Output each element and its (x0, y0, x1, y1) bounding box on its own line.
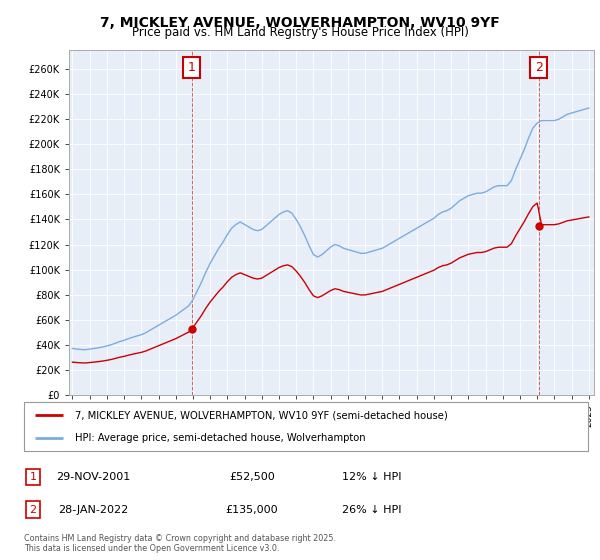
Text: Price paid vs. HM Land Registry's House Price Index (HPI): Price paid vs. HM Land Registry's House … (131, 26, 469, 39)
Text: 7, MICKLEY AVENUE, WOLVERHAMPTON, WV10 9YF (semi-detached house): 7, MICKLEY AVENUE, WOLVERHAMPTON, WV10 9… (75, 410, 448, 421)
Text: 26% ↓ HPI: 26% ↓ HPI (342, 505, 402, 515)
Text: 2: 2 (29, 505, 37, 515)
Text: 28-JAN-2022: 28-JAN-2022 (58, 505, 128, 515)
Text: £52,500: £52,500 (229, 472, 275, 482)
Text: HPI: Average price, semi-detached house, Wolverhampton: HPI: Average price, semi-detached house,… (75, 433, 365, 444)
Text: 1: 1 (188, 61, 196, 74)
Text: 7, MICKLEY AVENUE, WOLVERHAMPTON, WV10 9YF: 7, MICKLEY AVENUE, WOLVERHAMPTON, WV10 9… (100, 16, 500, 30)
Text: 12% ↓ HPI: 12% ↓ HPI (342, 472, 402, 482)
Text: £135,000: £135,000 (226, 505, 278, 515)
Text: 1: 1 (29, 472, 37, 482)
Text: Contains HM Land Registry data © Crown copyright and database right 2025.
This d: Contains HM Land Registry data © Crown c… (24, 534, 336, 553)
Text: 29-NOV-2001: 29-NOV-2001 (56, 472, 130, 482)
Text: 2: 2 (535, 61, 542, 74)
